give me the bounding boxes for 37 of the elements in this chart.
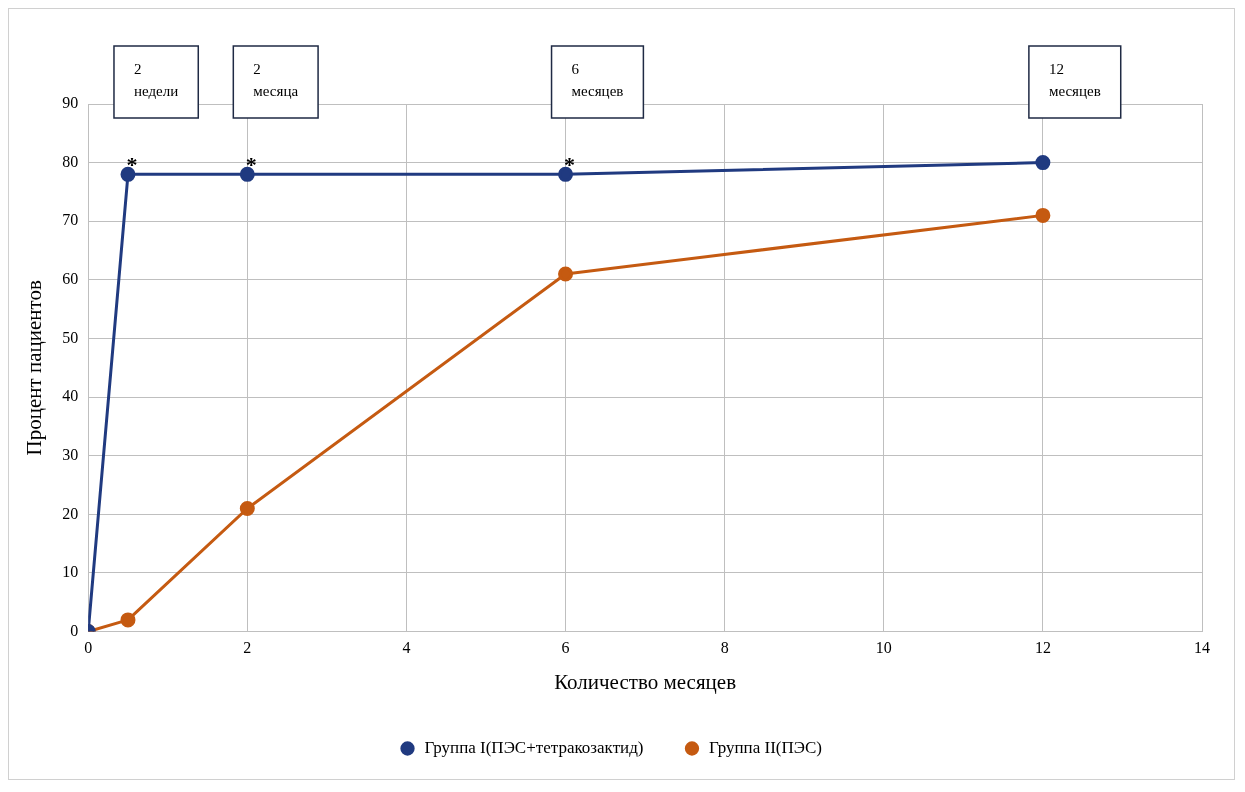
y-tick-label: 40 bbox=[62, 387, 79, 405]
point bbox=[120, 166, 136, 182]
annotation: * bbox=[245, 152, 257, 178]
annotation: * bbox=[564, 152, 576, 178]
x-tick-label: 8 bbox=[720, 639, 729, 657]
point bbox=[239, 166, 255, 182]
legend-label: Группа I(ПЭС+тетракозактид) bbox=[424, 737, 644, 757]
x-tick-label: 2 bbox=[243, 639, 252, 657]
point bbox=[558, 166, 574, 182]
y-tick-label: 80 bbox=[62, 152, 79, 170]
point bbox=[1035, 207, 1051, 223]
text: 2 месяца bbox=[253, 61, 299, 99]
point bbox=[558, 266, 574, 282]
x-tick-label: 6 bbox=[561, 639, 570, 657]
y-tick-label: 50 bbox=[62, 328, 79, 346]
text: 2 недели bbox=[133, 61, 179, 99]
y-axis-title: Процент пациентов bbox=[22, 280, 47, 456]
point bbox=[120, 612, 136, 628]
x-axis-title: Количество месяцев bbox=[554, 669, 737, 694]
y-tick-label: 20 bbox=[62, 504, 79, 522]
x-tick-label: 10 bbox=[875, 639, 892, 657]
point bbox=[1035, 155, 1051, 171]
annotation: * bbox=[126, 152, 138, 178]
x-tick-label: 12 bbox=[1034, 639, 1051, 657]
x-tick-label: 14 bbox=[1194, 639, 1210, 657]
y-tick-label: 90 bbox=[62, 94, 79, 112]
y-tick-label: 70 bbox=[62, 211, 79, 229]
y-tick-label: 60 bbox=[62, 270, 79, 288]
y-tick-label: 10 bbox=[62, 563, 79, 581]
legend-label: Группа II(ПЭС) bbox=[708, 737, 822, 757]
x-tick-label: 0 bbox=[84, 639, 93, 657]
point bbox=[239, 500, 255, 516]
y-tick-label: 0 bbox=[70, 621, 79, 639]
y-tick-label: 30 bbox=[62, 445, 79, 463]
x-tick-label: 4 bbox=[402, 639, 411, 657]
text: 12 месяцев bbox=[1048, 61, 1101, 99]
text: 6 месяцев bbox=[571, 61, 624, 99]
